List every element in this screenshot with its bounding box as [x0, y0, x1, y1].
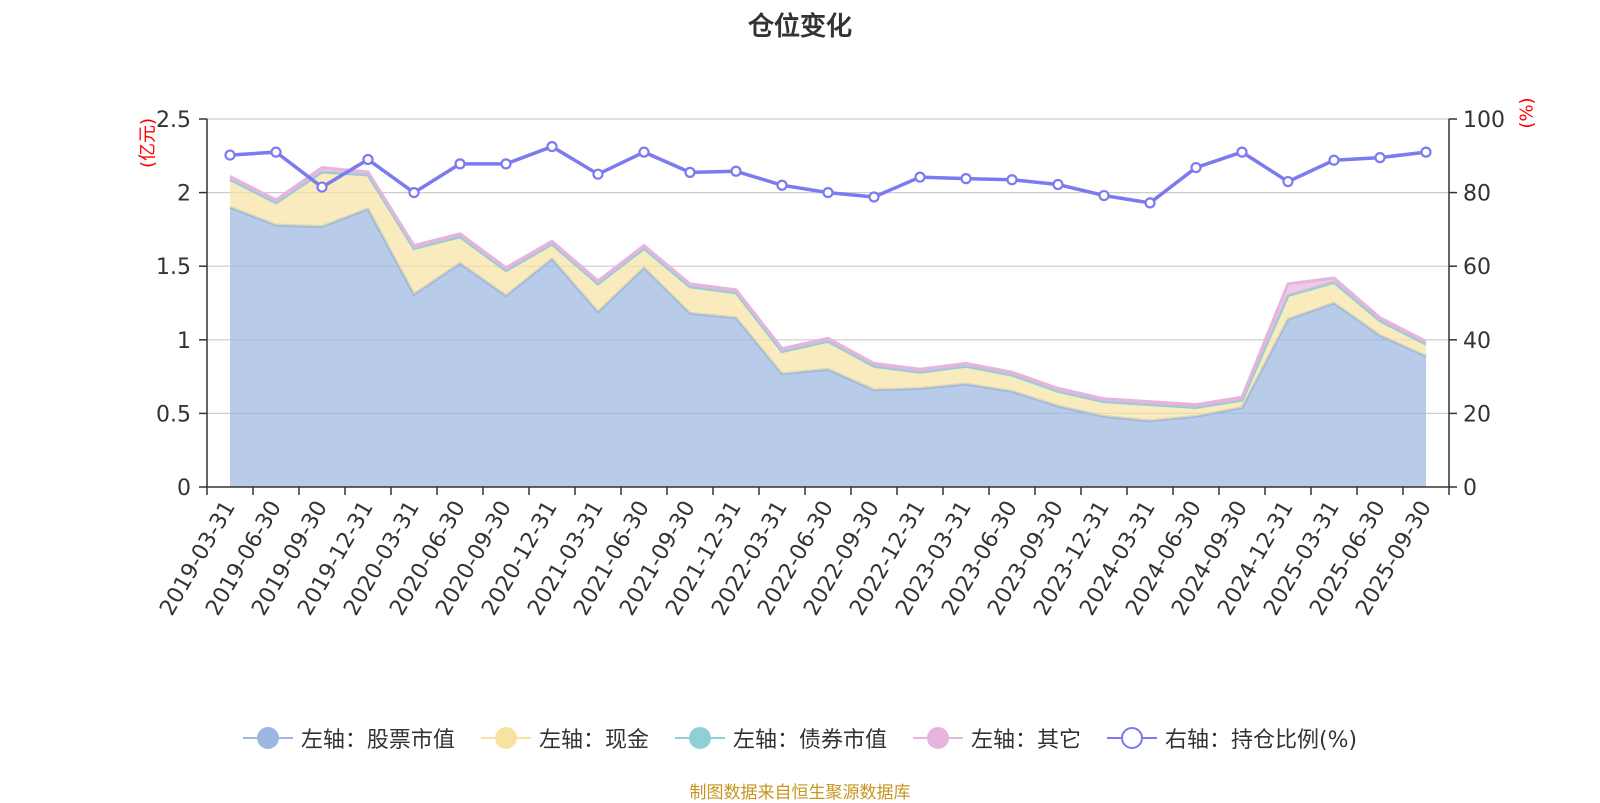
ratio-point[interactable] [1146, 198, 1155, 207]
ratio-point[interactable] [916, 173, 925, 182]
legend-dot [689, 727, 711, 749]
left-tick-label: 2.5 [156, 108, 191, 133]
legend-dot [495, 727, 517, 749]
right-tick-label: 20 [1463, 402, 1491, 427]
ratio-point[interactable] [364, 155, 373, 164]
ratio-point[interactable] [456, 159, 465, 168]
right-tick-label: 100 [1463, 108, 1505, 133]
legend-swatch [913, 724, 963, 752]
ratio-point[interactable] [226, 151, 235, 160]
legend-label: 右轴：持仓比例(%) [1165, 722, 1357, 754]
ratio-point[interactable] [548, 142, 557, 151]
ratio-point[interactable] [1284, 177, 1293, 186]
legend-dot [927, 727, 949, 749]
ratio-point[interactable] [686, 168, 695, 177]
ratio-point[interactable] [410, 188, 419, 197]
left-tick-label: 1.5 [156, 255, 191, 280]
legend-item-other[interactable]: 左轴：其它 [913, 722, 1081, 754]
ratio-point[interactable] [1100, 191, 1109, 200]
ratio-point[interactable] [594, 170, 603, 179]
legend: 左轴：股票市值 左轴：现金 左轴：债券市值 左轴：其它 右轴：持仓比例(%) [0, 722, 1600, 754]
left-tick-label: 0 [177, 476, 191, 501]
legend-dot [1121, 727, 1143, 749]
right-axis-unit: (%) [1517, 97, 1538, 128]
source-note: 制图数据来自恒生聚源数据库 [0, 778, 1600, 803]
legend-item-bond[interactable]: 左轴：债券市值 [675, 722, 887, 754]
ratio-point[interactable] [1422, 148, 1431, 157]
ratio-point[interactable] [1008, 175, 1017, 184]
ratio-point[interactable] [824, 188, 833, 197]
legend-item-ratio[interactable]: 右轴：持仓比例(%) [1107, 722, 1357, 754]
legend-label: 左轴：债券市值 [733, 722, 887, 754]
ratio-point[interactable] [1330, 156, 1339, 165]
left-axis-unit: (亿元) [138, 118, 159, 168]
legend-label: 左轴：股票市值 [301, 722, 455, 754]
ratio-point[interactable] [870, 193, 879, 202]
legend-swatch [1107, 724, 1157, 752]
ratio-point[interactable] [1054, 180, 1063, 189]
legend-swatch [243, 724, 293, 752]
ratio-point[interactable] [1376, 153, 1385, 162]
legend-item-cash[interactable]: 左轴：现金 [481, 722, 649, 754]
right-tick-label: 80 [1463, 182, 1491, 207]
left-tick-label: 1 [177, 329, 191, 354]
legend-swatch [675, 724, 725, 752]
legend-dot [257, 727, 279, 749]
legend-label: 左轴：其它 [971, 722, 1081, 754]
ratio-point[interactable] [272, 148, 281, 157]
ratio-point[interactable] [778, 181, 787, 190]
ratio-point[interactable] [502, 159, 511, 168]
legend-item-stock[interactable]: 左轴：股票市值 [243, 722, 455, 754]
ratio-point[interactable] [1192, 163, 1201, 172]
ratio-point[interactable] [318, 183, 327, 192]
left-tick-label: 2 [177, 182, 191, 207]
legend-swatch [481, 724, 531, 752]
right-tick-label: 60 [1463, 255, 1491, 280]
right-tick-label: 40 [1463, 329, 1491, 354]
left-tick-label: 0.5 [156, 402, 191, 427]
ratio-point[interactable] [732, 167, 741, 176]
ratio-point[interactable] [1238, 148, 1247, 157]
ratio-point[interactable] [640, 148, 649, 157]
position-chart: 00.511.522.50204060801002019-03-312019-0… [0, 0, 1600, 800]
ratio-point[interactable] [962, 174, 971, 183]
legend-label: 左轴：现金 [539, 722, 649, 754]
right-tick-label: 0 [1463, 476, 1477, 501]
